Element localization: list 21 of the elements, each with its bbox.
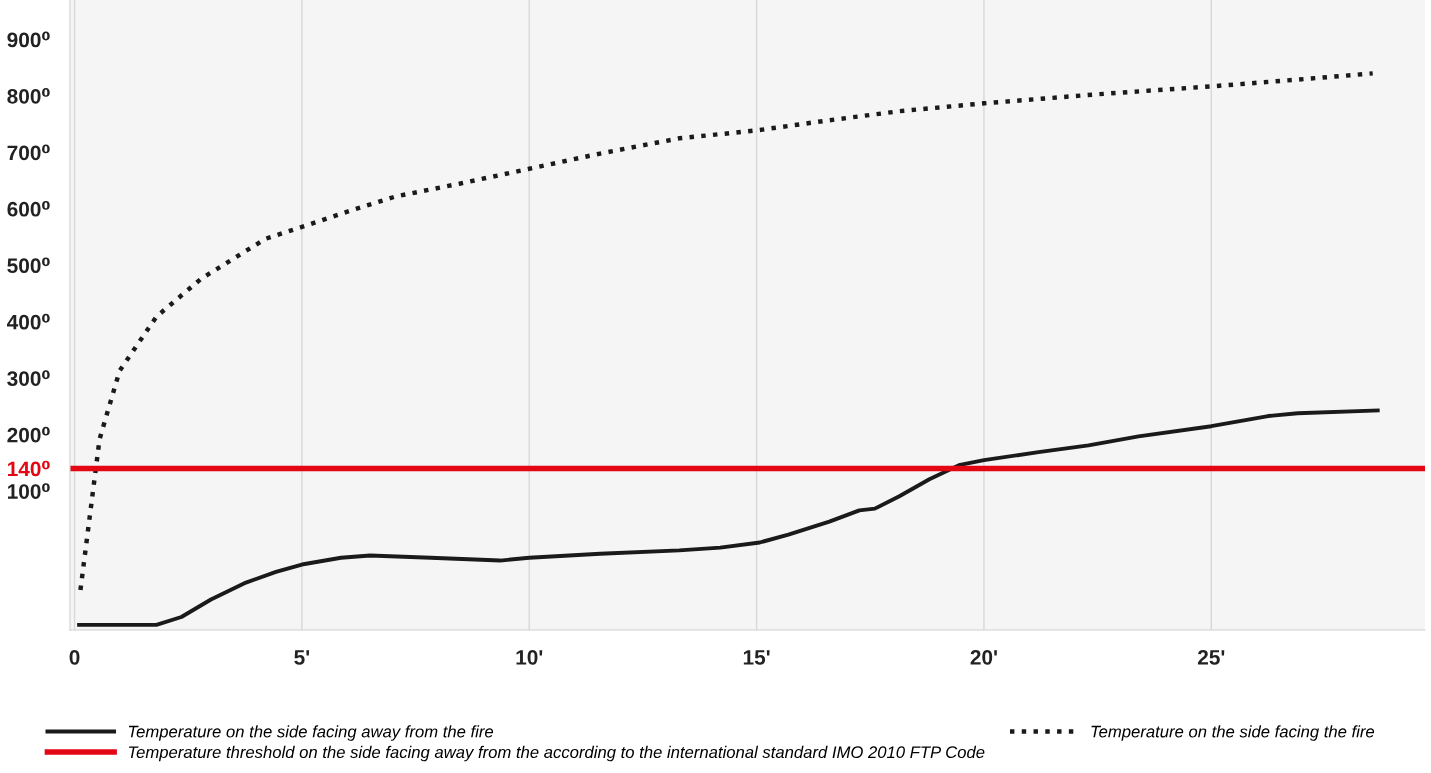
x-tick-label: 5' xyxy=(294,650,310,665)
y-tick-label: 100⁰ xyxy=(7,483,50,499)
legend-label: Temperature on the side facing away from the fire xyxy=(128,725,494,741)
y-tick-label: 800⁰ xyxy=(7,88,50,104)
x-tick-label: 25' xyxy=(1197,649,1225,665)
x-tick-label: 15' xyxy=(743,650,770,665)
y-tick-label: 600⁰ xyxy=(7,200,50,217)
x-tick-label: 0 xyxy=(69,649,80,665)
x-tick-label: 10' xyxy=(516,649,543,665)
line-series xyxy=(77,408,1380,627)
line-series xyxy=(78,71,1375,593)
y-tick-label: 500⁰ xyxy=(7,257,50,274)
legend-label: Temperature threshold on the side facing away from the according to the international standard IMO 2010 FTP Code xyxy=(128,745,985,762)
y-tick-label: 140⁰ xyxy=(7,460,50,477)
legend-label: Temperature on the side facing the fire xyxy=(1091,725,1375,741)
y-tick-label: 200⁰ xyxy=(7,426,50,443)
y-tick-label: 400⁰ xyxy=(6,313,50,330)
y-tick-label: 300⁰ xyxy=(7,370,50,387)
x-tick-label: 20' xyxy=(970,649,997,665)
y-tick-label: 900⁰ xyxy=(7,31,50,48)
y-tick-label: 700⁰ xyxy=(7,144,50,161)
